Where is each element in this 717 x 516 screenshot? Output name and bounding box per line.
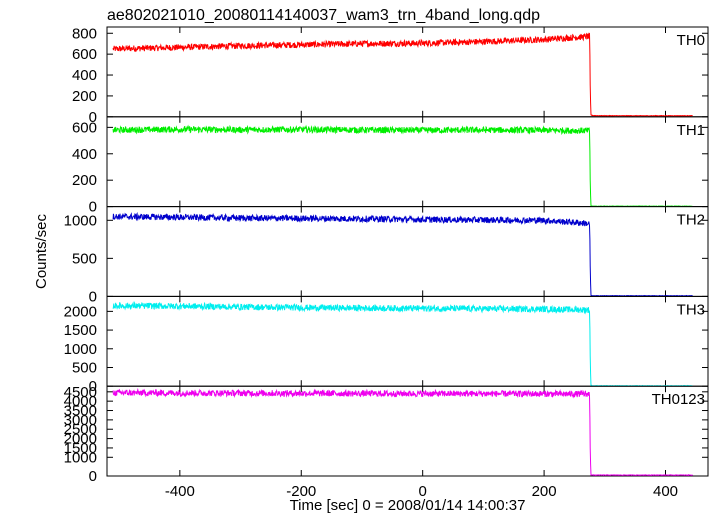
- y-tick-label: 1000: [64, 341, 97, 358]
- y-tick-label: 600: [72, 46, 97, 63]
- y-tick-label: 400: [72, 146, 97, 163]
- x-axis: -400 -200 0 200 400: [165, 483, 678, 500]
- panel-label: TH0123: [652, 391, 705, 408]
- y-tick-label: 200: [72, 88, 97, 105]
- x-tick-label: 200: [532, 483, 557, 500]
- y-tick-label: 600: [72, 119, 97, 136]
- y-axis-label: Counts/sec: [33, 213, 50, 289]
- y-tick-label: 0: [89, 468, 97, 485]
- y-tick-label: 2000: [64, 303, 97, 320]
- chart-title: ae802021010_20080114140037_wam3_trn_4ban…: [107, 7, 540, 24]
- y-tick-label: 0: [89, 378, 97, 395]
- x-axis-label: Time [sec] 0 = 2008/01/14 14:00:37: [290, 497, 526, 514]
- panel-label: TH2: [677, 212, 705, 229]
- y-tick-label: 200: [72, 172, 97, 189]
- series-line-th0123: [112, 387, 693, 477]
- y-tick-label: 3000: [64, 412, 97, 429]
- panel-label: TH3: [677, 301, 705, 318]
- panel-frame: [106, 295, 709, 387]
- y-tick-label: 3500: [64, 403, 97, 420]
- y-tick-label: 1000: [64, 212, 97, 229]
- x-tick-label: -200: [286, 483, 316, 500]
- y-tick-label: 0: [89, 288, 97, 305]
- y-tick-label: 500: [72, 250, 97, 267]
- y-tick-label: 0: [89, 199, 97, 216]
- series-line-th0: [112, 32, 693, 117]
- panel-frame: [106, 385, 709, 477]
- y-tick-label: 1500: [64, 440, 97, 457]
- y-tick-label: 400: [72, 67, 97, 84]
- y-tick-label: 2500: [64, 421, 97, 438]
- x-tick-label: -400: [165, 483, 195, 500]
- y-tick-label: 1500: [64, 322, 97, 339]
- panel-label: TH0: [677, 32, 705, 49]
- y-tick-label: 500: [72, 359, 97, 376]
- panel-frame: [106, 26, 709, 118]
- series-line-th2: [112, 211, 693, 297]
- y-tick-label: 800: [72, 25, 97, 42]
- y-tick-label: 0: [89, 109, 97, 126]
- panel-th0: 0 200 400 600 800 TH0: [72, 25, 709, 126]
- series-line-th1: [112, 124, 693, 208]
- series-line-th3: [112, 301, 693, 387]
- y-tick-label: 2000: [64, 431, 97, 448]
- y-tick-label: 4500: [64, 384, 97, 401]
- x-tick-label: 0: [419, 483, 427, 500]
- panel-label: TH1: [677, 122, 705, 139]
- panel-th1: 0 200 400 600 TH1: [72, 116, 709, 216]
- panel-th2: 0 500 1000 TH2: [64, 206, 709, 305]
- y-tick-label: 1000: [64, 449, 97, 466]
- x-tick-label: 400: [653, 483, 678, 500]
- y-tick-label: 4000: [64, 393, 97, 410]
